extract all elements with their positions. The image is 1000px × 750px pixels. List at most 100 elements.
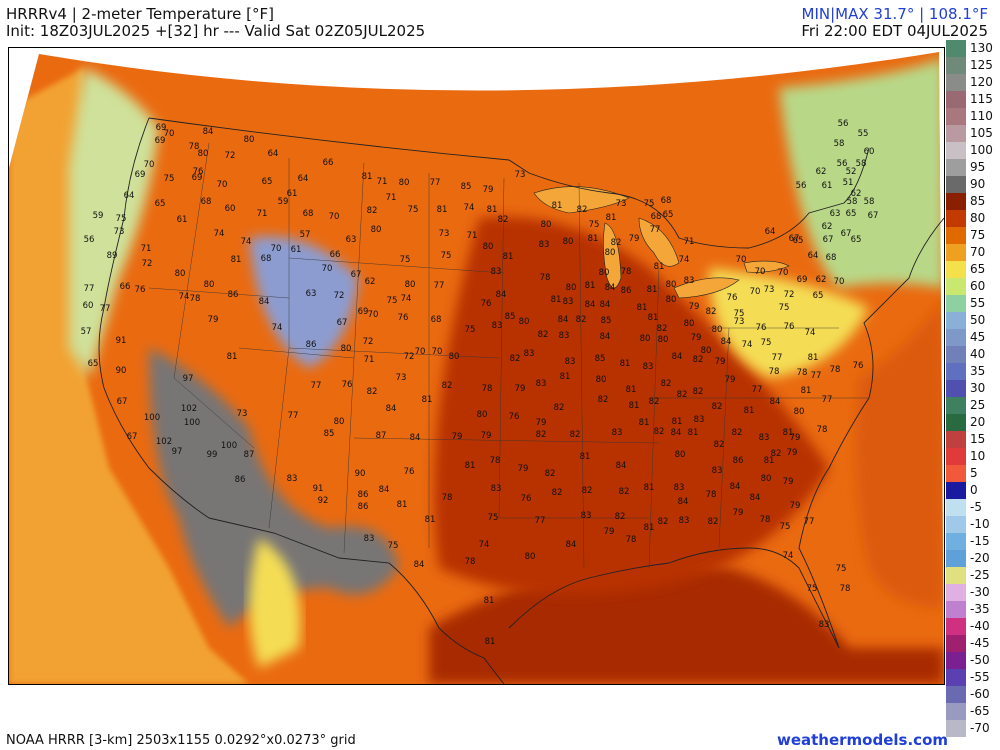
temp-label: 75 xyxy=(779,303,790,313)
temp-label: 79 xyxy=(787,448,798,458)
temp-label: 65 xyxy=(155,199,166,209)
temp-label: 72 xyxy=(142,259,153,269)
temp-label: 80 xyxy=(399,178,410,188)
temp-label: 67 xyxy=(789,234,800,244)
colorbar-swatch xyxy=(946,465,966,482)
colorbar-swatch xyxy=(946,261,966,278)
temp-label: 81 xyxy=(672,417,683,427)
temp-label: 91 xyxy=(313,484,324,494)
temp-label: 83 xyxy=(819,620,830,630)
colorbar-label: -10 xyxy=(970,517,990,531)
colorbar-label: 55 xyxy=(970,296,986,310)
temp-label: 81 xyxy=(580,452,591,462)
temp-label: 59 xyxy=(278,197,289,207)
temp-label: 80 xyxy=(198,149,209,159)
colorbar-label: 85 xyxy=(970,194,986,208)
rockies-cool xyxy=(249,236,359,368)
temp-label: 67 xyxy=(351,270,362,280)
temp-label: 82 xyxy=(582,486,593,496)
temp-label: 81 xyxy=(588,234,599,244)
lake-ontario xyxy=(743,260,790,273)
temp-label: 79 xyxy=(629,234,640,244)
colorbar-label: -30 xyxy=(970,585,990,599)
temp-label: 79 xyxy=(481,431,492,441)
temp-label: 75 xyxy=(465,325,476,335)
atlantic-ocean xyxy=(855,298,944,608)
temp-label: 67 xyxy=(337,318,348,328)
colorbar-swatch xyxy=(946,499,966,516)
temp-label: 78 xyxy=(490,456,501,466)
temp-label: 97 xyxy=(183,374,194,384)
temp-label: 90 xyxy=(116,366,127,376)
temp-label: 79 xyxy=(790,501,801,511)
temp-label: 80 xyxy=(541,220,552,230)
colorbar-label: -65 xyxy=(970,704,990,718)
temp-label: 81 xyxy=(629,401,640,411)
temp-label: 83 xyxy=(565,357,576,367)
temp-label: 76 xyxy=(853,361,864,371)
temp-label: 84 xyxy=(386,404,397,414)
colorbar-swatch xyxy=(946,329,966,346)
temp-label: 85 xyxy=(324,429,335,439)
gulf-coast xyxy=(508,547,840,649)
colorbar-swatch xyxy=(946,193,966,210)
temp-label: 58 xyxy=(847,197,858,207)
temp-label: 70 xyxy=(368,310,379,320)
temp-label: 102 xyxy=(156,437,172,447)
temp-label: 84 xyxy=(600,332,611,342)
temp-label: 83 xyxy=(364,534,375,544)
temp-label: 58 xyxy=(834,139,845,149)
temp-label: 76 xyxy=(193,167,204,177)
temp-label: 71 xyxy=(386,193,397,203)
colorbar-swatch xyxy=(946,295,966,312)
colorbar-swatch xyxy=(946,567,966,584)
temp-label: 76 xyxy=(784,322,795,332)
temp-label: 80 xyxy=(566,283,577,293)
colorbar-label: 35 xyxy=(970,364,986,378)
colorbar-swatch xyxy=(946,159,966,176)
temp-label: 81 xyxy=(484,596,495,606)
temp-label: 77 xyxy=(100,304,111,314)
east-coast xyxy=(798,217,944,649)
temp-label: 75 xyxy=(164,174,175,184)
temp-label: 70 xyxy=(755,267,766,277)
colorbar-swatch xyxy=(946,652,966,669)
temp-label: 64 xyxy=(298,174,309,184)
temp-label: 58 xyxy=(856,159,867,169)
temp-label: 99 xyxy=(207,450,218,460)
temp-label: 67 xyxy=(868,211,879,221)
temp-label: 80 xyxy=(244,135,255,145)
colorbar: 130 125 120 115 110 105 100 95 90 85 80 75 70 65 60 55 5… xyxy=(946,40,1000,740)
temp-label: 74 xyxy=(464,203,475,213)
temp-label: 82 xyxy=(732,428,743,438)
temp-label: 64 xyxy=(765,227,776,237)
temp-label: 81 xyxy=(648,313,659,323)
temp-label: 83 xyxy=(643,362,654,372)
temp-label: 65 xyxy=(663,210,674,220)
temp-label: 81 xyxy=(503,252,514,262)
temp-label: 78 xyxy=(465,557,476,567)
temp-label: 74 xyxy=(241,237,252,247)
temp-label: 82 xyxy=(654,427,665,437)
temp-label: 100 xyxy=(144,413,160,423)
temp-label: 65 xyxy=(846,209,857,219)
colorbar-label: 65 xyxy=(970,262,986,276)
temp-label: 75 xyxy=(780,522,791,532)
temp-label: 81 xyxy=(552,201,563,211)
temp-label: 81 xyxy=(644,483,655,493)
temp-label: 75 xyxy=(734,309,745,319)
temp-label: 74 xyxy=(783,551,794,561)
temp-label: 76 xyxy=(521,494,532,504)
colorbar-swatch xyxy=(946,635,966,652)
temp-label: 77 xyxy=(772,353,783,363)
temp-label: 83 xyxy=(679,516,690,526)
temp-label: 74 xyxy=(272,323,283,333)
temp-label: 79 xyxy=(536,418,547,428)
temp-label: 60 xyxy=(225,204,236,214)
temp-label: 76 xyxy=(135,285,146,295)
temp-label: 77 xyxy=(804,517,815,527)
temp-label: 75 xyxy=(387,296,398,306)
temp-label: 82 xyxy=(693,355,704,365)
temp-label: 73 xyxy=(616,199,627,209)
temp-label: 83 xyxy=(581,511,592,521)
